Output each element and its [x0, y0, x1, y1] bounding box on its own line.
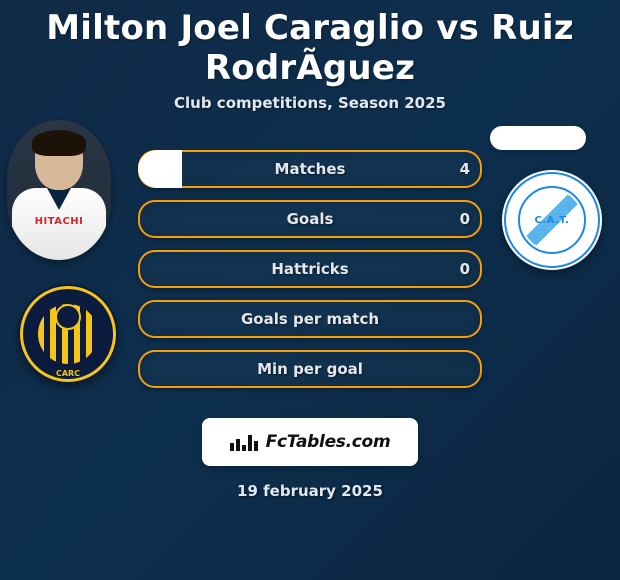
source-badge[interactable]: FcTables.com — [202, 418, 418, 466]
stat-pill-goals-per-match: Goals per match — [138, 300, 482, 338]
bar-icon-bar — [242, 445, 246, 451]
page-subtitle: Club competitions, Season 2025 — [0, 90, 620, 112]
stat-right-value: 0 — [460, 260, 470, 278]
stats-list: Matches 4 Goals 0 Hattricks 0 Goals per … — [0, 150, 620, 500]
stat-label: Min per goal — [257, 360, 363, 378]
card-date: 19 february 2025 — [0, 482, 620, 500]
stat-pill-matches: Matches 4 — [138, 150, 482, 188]
stat-right-value: 4 — [460, 160, 470, 178]
stat-pill-hattricks: Hattricks 0 — [138, 250, 482, 288]
stat-label: Goals per match — [241, 310, 379, 328]
stat-row-matches: Matches 4 — [0, 150, 620, 188]
page-title: Milton Joel Caraglio vs Ruiz RodrÃ­guez — [0, 0, 620, 90]
stat-label: Matches — [275, 160, 346, 178]
stat-pill-min-per-goal: Min per goal — [138, 350, 482, 388]
stat-row-goals-per-match: Goals per match — [0, 300, 620, 338]
stat-label: Hattricks — [271, 260, 348, 278]
stat-row-min-per-goal: Min per goal — [0, 350, 620, 388]
comparison-card: Milton Joel Caraglio vs Ruiz RodrÃ­guez … — [0, 0, 620, 580]
stat-label: Goals — [287, 210, 334, 228]
source-badge-label: FcTables.com — [266, 432, 391, 452]
stat-row-goals: Goals 0 — [0, 200, 620, 238]
bar-chart-icon — [230, 433, 258, 451]
stat-right-value: 0 — [460, 210, 470, 228]
bar-icon-bar — [248, 435, 252, 451]
player-right-placeholder — [490, 126, 586, 150]
bar-icon-bar — [236, 439, 240, 451]
stat-row-hattricks: Hattricks 0 — [0, 250, 620, 288]
stat-pill-goals: Goals 0 — [138, 200, 482, 238]
bar-icon-bar — [254, 441, 258, 451]
bar-icon-bar — [230, 443, 234, 451]
